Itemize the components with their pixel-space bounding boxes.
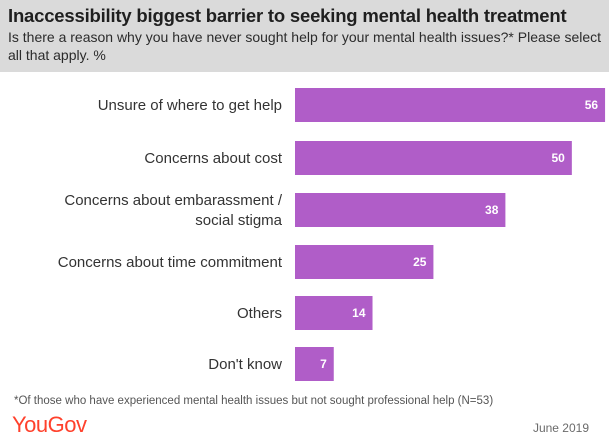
category-label: Concerns about time commitment: [58, 254, 283, 271]
bar: [295, 347, 334, 381]
chart-header: Inaccessibility biggest barrier to seeki…: [0, 0, 609, 72]
bar: [295, 245, 434, 279]
bar: [295, 141, 572, 175]
category-label: Others: [237, 305, 282, 322]
publication-date: June 2019: [532, 421, 589, 435]
bar-value-label: 38: [485, 203, 499, 217]
bar: [295, 88, 606, 122]
bar-value-label: 14: [352, 306, 366, 320]
footnote: *Of those who have experienced mental he…: [14, 395, 494, 407]
bar-value-label: 50: [551, 151, 565, 165]
bar-chart: 56 Unsure of where to get help 50 Concerns …: [58, 88, 606, 381]
bar-value-label: 25: [413, 255, 427, 269]
chart-subtitle: Is there a reason why you have never sou…: [8, 29, 602, 63]
category-label: Concerns about embarassment / social stig…: [64, 192, 282, 229]
bar-value-label: 56: [585, 98, 599, 112]
yougov-logo: YouGov: [12, 412, 87, 437]
category-label: Concerns about cost: [144, 150, 282, 167]
category-label: Don't know: [208, 356, 282, 373]
category-label: Unsure of where to get help: [98, 97, 282, 114]
bar-value-label: 7: [320, 357, 327, 371]
bar: [295, 296, 373, 330]
chart-title: Inaccessibility biggest barrier to seeki…: [8, 5, 567, 26]
bar: [295, 193, 506, 227]
